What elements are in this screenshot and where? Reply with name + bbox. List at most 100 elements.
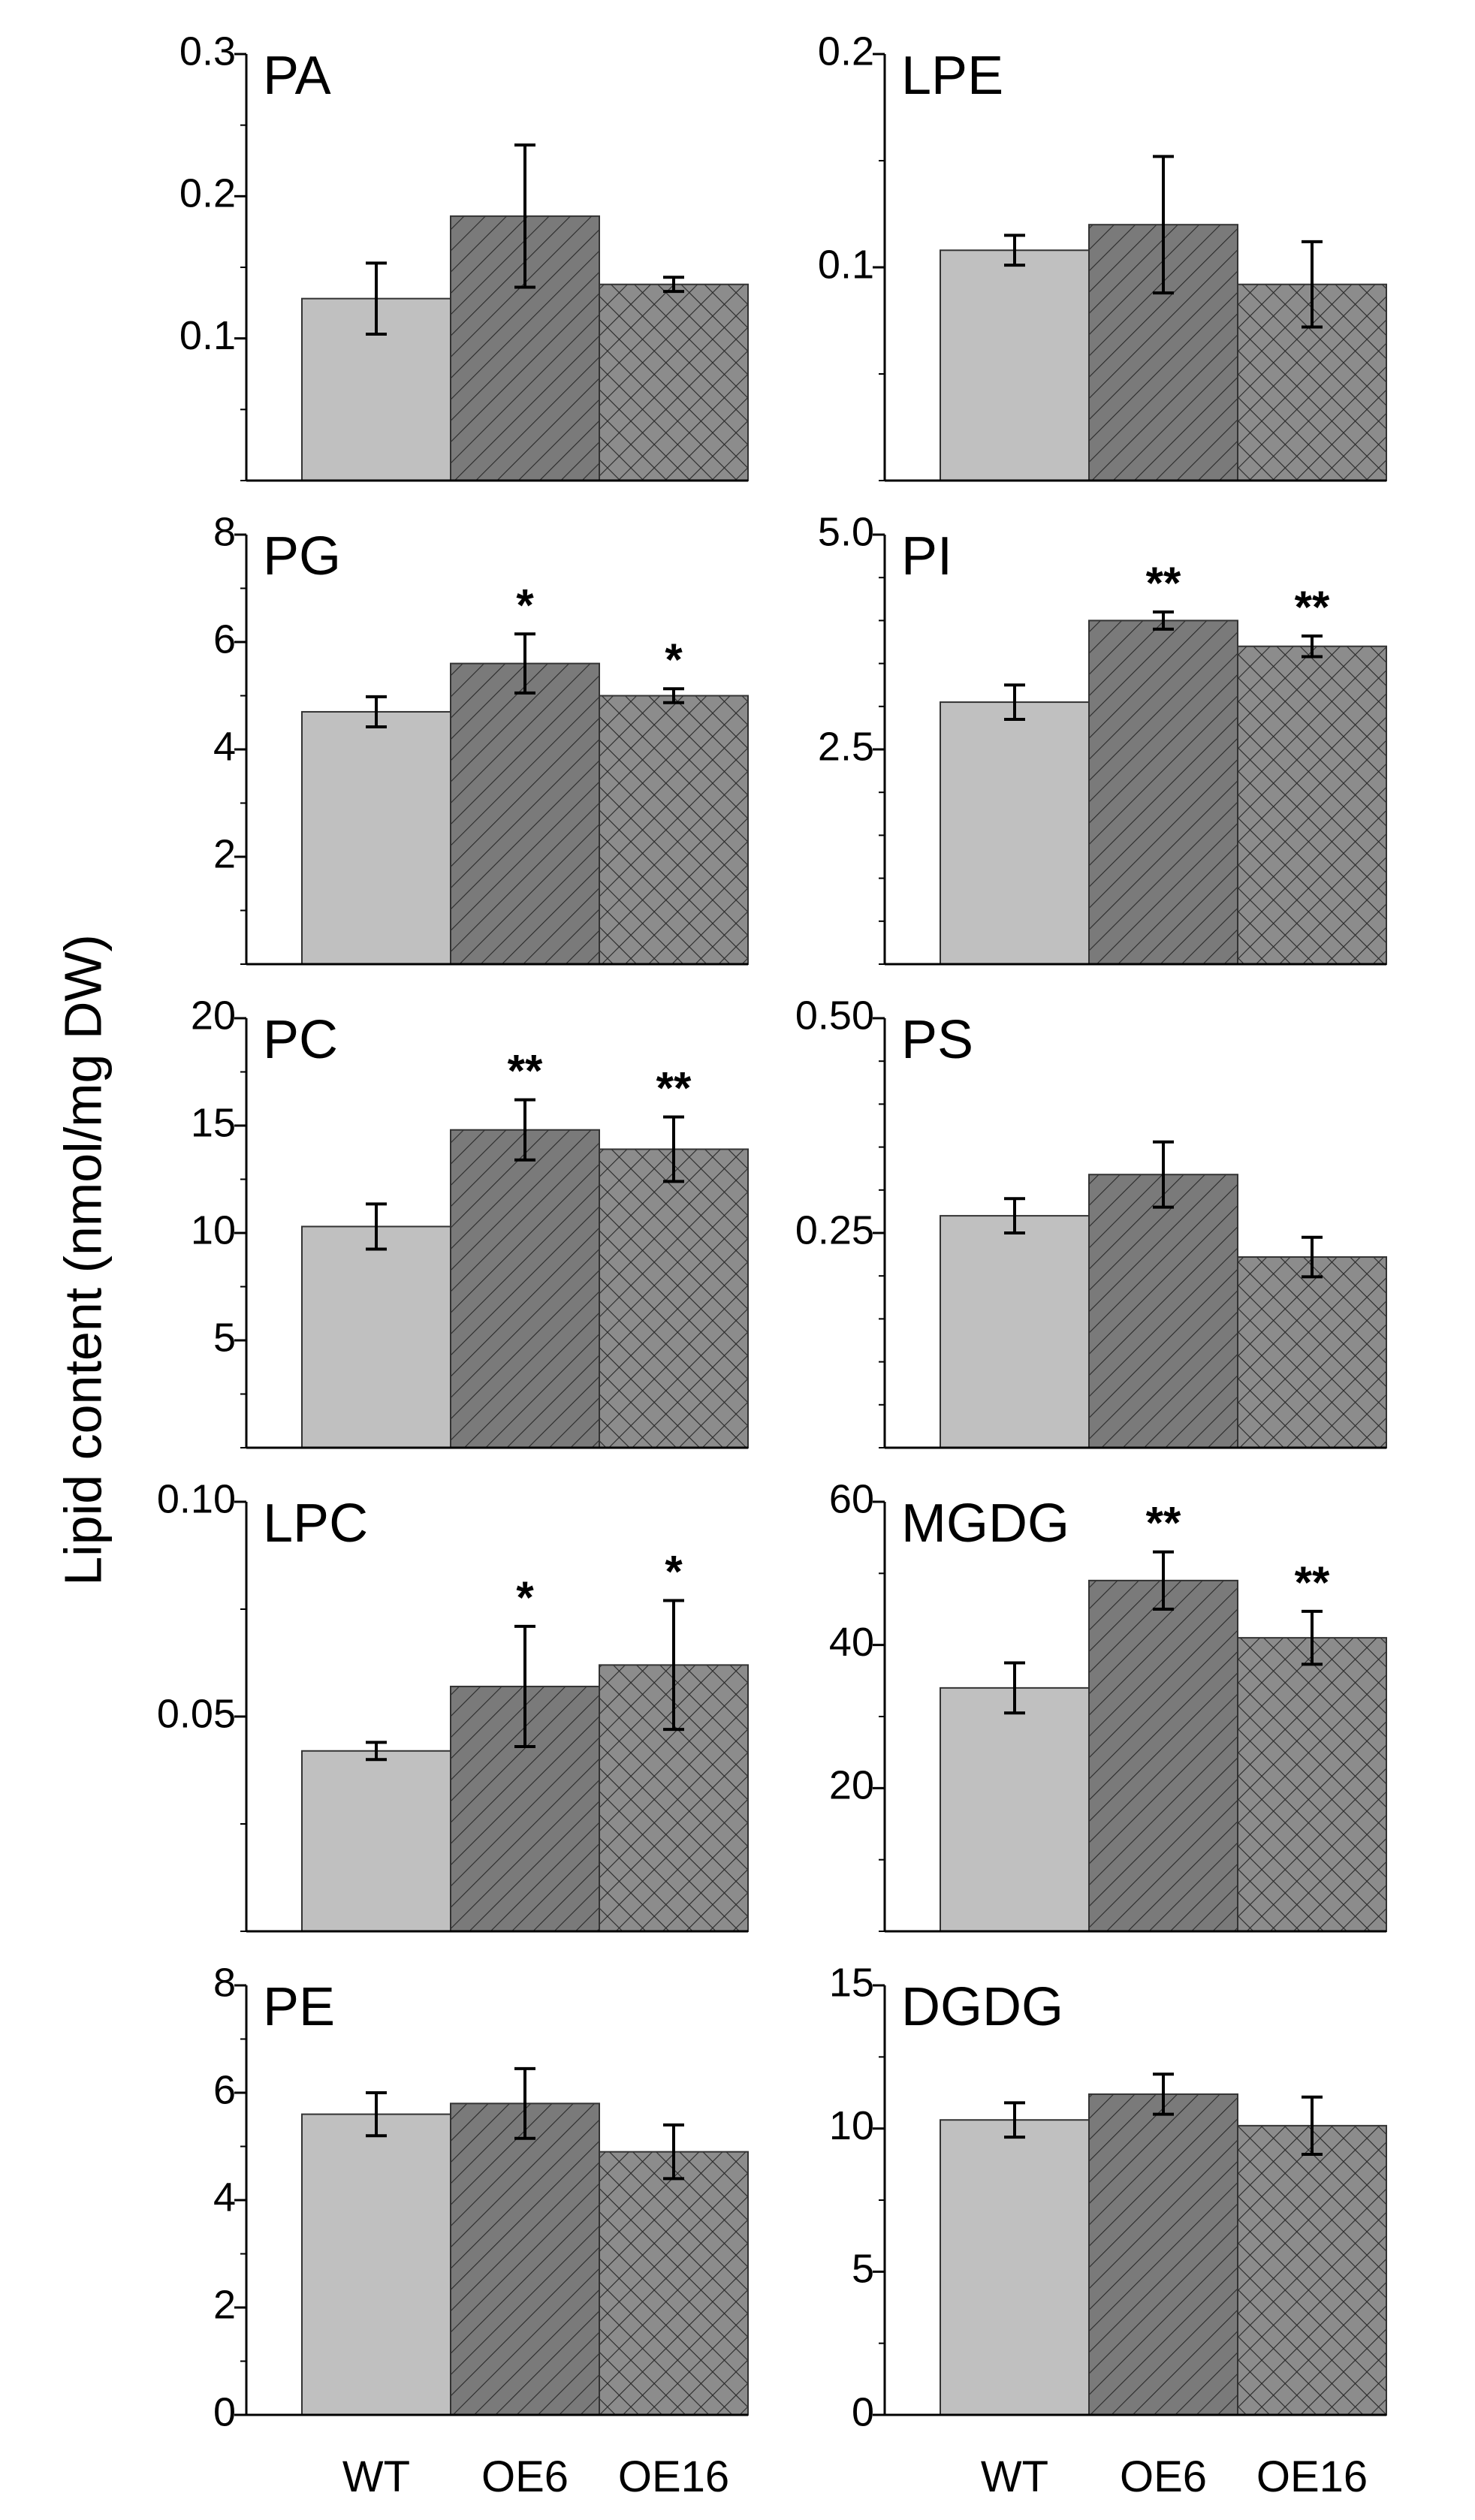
category-label-oe16-left: OE16 xyxy=(618,2452,729,2501)
dgdg-tick-label: 0 xyxy=(852,2389,874,2434)
mgdg-tick-label: 60 xyxy=(829,1476,874,1521)
pc-significance-oe6: ** xyxy=(508,1046,543,1096)
pg-bar-oe6 xyxy=(450,662,600,965)
panel-pg: * * 2 4 6 8 PG xyxy=(213,509,749,966)
panel-ps: 0.25 0.50 PS xyxy=(795,993,1387,1449)
pg-tick-label: 6 xyxy=(213,616,236,662)
ps-error-bar-oe6 xyxy=(1153,1140,1174,1209)
mgdg-tick-label: 40 xyxy=(829,1620,874,1665)
category-label-wt-right: WT xyxy=(981,2452,1048,2501)
mgdg-bar-oe16 xyxy=(1237,1637,1387,1932)
lpc-error-bar-oe6 xyxy=(514,1624,535,1749)
pc-tick-label: 10 xyxy=(191,1207,236,1252)
pe-error-bar-oe6 xyxy=(514,2066,535,2140)
lpc-bar-wt xyxy=(301,1750,451,1933)
pc-bar-oe16 xyxy=(599,1148,749,1448)
pc-error-bar-oe6 xyxy=(514,1098,535,1162)
dgdg-bar-wt xyxy=(940,2119,1090,2416)
pc-error-bar-oe16 xyxy=(663,1115,684,1183)
pg-significance-oe16: * xyxy=(665,635,683,685)
mgdg-significance-oe6: ** xyxy=(1146,1498,1181,1548)
panel-pi: ** ** 2.5 5.0 PI xyxy=(818,509,1387,966)
ps-panel-title: PS xyxy=(901,1010,973,1070)
lpc-error-bar-wt xyxy=(366,1741,387,1762)
mgdg-error-bar-oe16 xyxy=(1302,1609,1323,1666)
lpc-significance-oe16: * xyxy=(665,1547,683,1597)
pi-error-bar-wt xyxy=(1004,683,1025,721)
ps-error-bar-oe16 xyxy=(1302,1235,1323,1279)
pg-bar-oe16 xyxy=(599,695,749,965)
pi-tick-label: 5.0 xyxy=(818,509,874,554)
pi-tick-label: 2.5 xyxy=(818,724,874,769)
pe-bar-oe6 xyxy=(450,2103,600,2416)
pe-tick-label: 6 xyxy=(213,2067,236,2112)
pa-tick-label: 0.1 xyxy=(179,313,236,358)
pe-bar-oe16 xyxy=(599,2151,749,2416)
pc-tick-label: 5 xyxy=(213,1315,236,1360)
pc-error-bar-wt xyxy=(366,1202,387,1251)
lpe-error-bar-wt xyxy=(1004,234,1025,267)
pc-bar-wt xyxy=(301,1225,451,1449)
lpe-tick-label: 0.1 xyxy=(818,242,874,287)
panel-pa: 0.1 0.2 0.3 PA xyxy=(179,29,749,482)
pa-error-bar-oe6 xyxy=(514,143,535,289)
pc-tick-label: 15 xyxy=(191,1100,236,1145)
mgdg-panel-title: MGDG xyxy=(901,1494,1069,1554)
pe-tick-label: 8 xyxy=(213,1960,236,2005)
pg-error-bar-oe6 xyxy=(514,632,535,695)
pa-bar-oe16 xyxy=(599,283,749,481)
category-label-oe16-right: OE16 xyxy=(1256,2452,1368,2501)
mgdg-error-bar-oe6 xyxy=(1153,1550,1174,1611)
dgdg-bar-oe6 xyxy=(1088,2093,1238,2416)
panel-pc: ** ** 5 10 15 20 PC xyxy=(191,993,749,1449)
pg-panel-title: PG xyxy=(263,526,341,586)
pe-panel-title: PE xyxy=(263,1977,335,2037)
panel-dgdg: 0 5 10 15 DGDG xyxy=(829,1960,1387,2434)
mgdg-bar-wt xyxy=(940,1687,1090,1933)
ps-bar-oe6 xyxy=(1088,1174,1238,1448)
pe-bar-wt xyxy=(301,2113,451,2416)
pa-error-bar-oe16 xyxy=(663,276,684,294)
pg-error-bar-wt xyxy=(366,695,387,728)
lpc-tick-label: 0.10 xyxy=(157,1476,236,1521)
pi-error-bar-oe6 xyxy=(1153,610,1174,631)
pi-bar-wt xyxy=(940,701,1090,966)
pg-bar-wt xyxy=(301,710,451,965)
lpc-tick-label: 0.05 xyxy=(157,1691,236,1736)
pa-tick-label: 0.2 xyxy=(179,171,236,216)
mgdg-significance-oe16: ** xyxy=(1295,1557,1330,1608)
category-label-oe6-right: OE6 xyxy=(1120,2452,1207,2501)
pg-tick-label: 2 xyxy=(213,831,236,876)
ps-bar-wt xyxy=(940,1215,1090,1448)
dgdg-tick-label: 15 xyxy=(829,1960,874,2005)
mgdg-error-bar-wt xyxy=(1004,1661,1025,1715)
pe-error-bar-oe16 xyxy=(663,2123,684,2181)
dgdg-panel-title: DGDG xyxy=(901,1977,1063,2037)
y-axis-title: Lipid content (nmol/mg DW) xyxy=(53,934,112,1586)
pg-error-bar-oe16 xyxy=(663,687,684,704)
lpe-bar-wt xyxy=(940,249,1090,481)
ps-tick-label: 0.50 xyxy=(795,993,874,1038)
ps-bar-oe16 xyxy=(1237,1256,1387,1448)
pe-tick-label: 0 xyxy=(213,2389,236,2434)
lpe-error-bar-oe6 xyxy=(1153,155,1174,295)
pi-bar-oe6 xyxy=(1088,619,1238,966)
lpc-panel-title: LPC xyxy=(263,1494,368,1554)
panel-lpe: 0.1 0.2 LPE xyxy=(818,29,1387,482)
dgdg-tick-label: 10 xyxy=(829,2103,874,2148)
lpe-error-bar-oe16 xyxy=(1302,240,1323,329)
mgdg-tick-label: 20 xyxy=(829,1763,874,1808)
category-label-oe6-left: OE6 xyxy=(481,2452,569,2501)
lpc-significance-oe6: * xyxy=(516,1572,534,1623)
pe-error-bar-wt xyxy=(366,2091,387,2138)
pa-error-bar-wt xyxy=(366,261,387,336)
ps-tick-label: 0.25 xyxy=(795,1207,874,1252)
pi-error-bar-oe16 xyxy=(1302,634,1323,659)
lpe-tick-label: 0.2 xyxy=(818,29,874,74)
dgdg-tick-label: 5 xyxy=(852,2247,874,2292)
mgdg-bar-oe6 xyxy=(1088,1579,1238,1933)
pg-tick-label: 8 xyxy=(213,509,236,554)
pi-panel-title: PI xyxy=(901,526,952,586)
